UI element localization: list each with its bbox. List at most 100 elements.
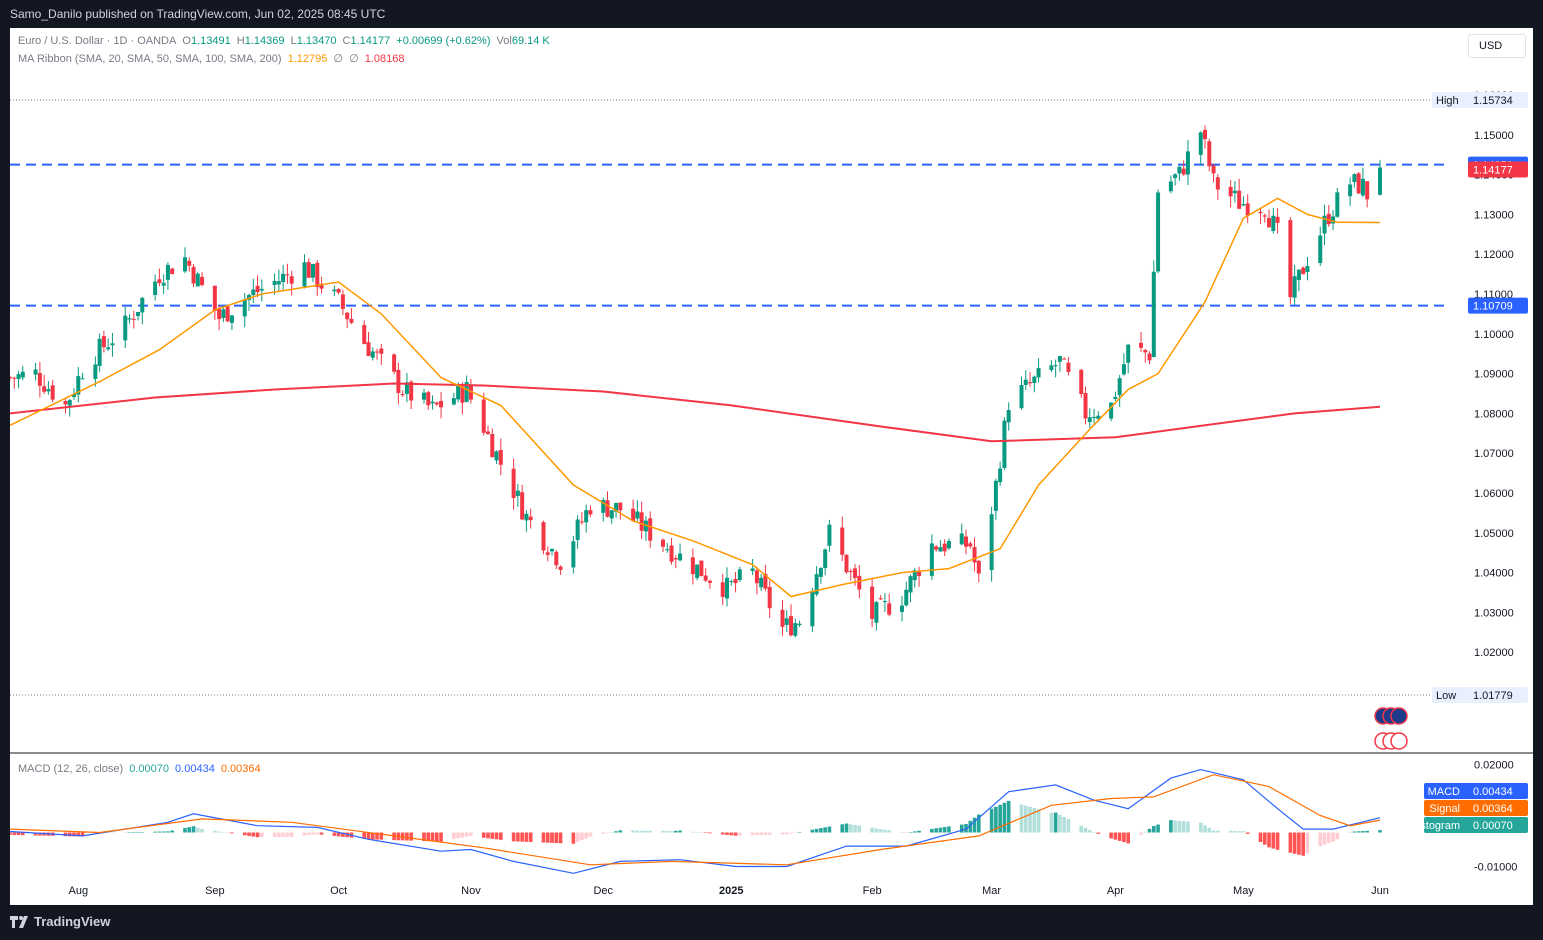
candle-body: [605, 500, 610, 517]
candle-body: [1117, 378, 1122, 396]
histogram-bar: [306, 832, 311, 836]
histogram-bar: [887, 830, 891, 833]
candle-body: [767, 587, 772, 609]
histogram-bar: [917, 830, 921, 833]
histogram-bar: [1275, 832, 1280, 850]
signal-tag-bg: [1424, 800, 1528, 816]
candle-body: [272, 280, 277, 286]
candle-body: [1019, 385, 1024, 409]
histogram-bar: [1049, 812, 1054, 833]
histogram-bar: [76, 832, 81, 837]
histogram-bar: [1058, 814, 1062, 833]
histogram-bar: [857, 825, 862, 833]
candle-body: [289, 276, 294, 284]
histogram-bar: [200, 828, 204, 833]
histogram-bar: [281, 832, 285, 837]
candle-body: [494, 451, 499, 461]
histogram-bar: [1181, 821, 1186, 833]
candle-body: [1318, 235, 1323, 263]
histogram-bar: [1126, 832, 1130, 844]
histogram-bar: [136, 832, 140, 833]
candle-body: [998, 468, 1003, 483]
candle-body: [827, 524, 832, 546]
histogram-bar: [1062, 816, 1066, 833]
candle-body: [579, 521, 584, 523]
candle-body: [899, 605, 904, 612]
candle-body: [793, 623, 798, 636]
candle-body: [1057, 356, 1062, 362]
candle-body: [1262, 215, 1267, 217]
signal-tag-value: 0.00364: [1473, 803, 1513, 815]
histogram-bar: [614, 831, 618, 833]
histogram-bar: [516, 832, 520, 842]
candle-body: [1232, 190, 1237, 194]
histogram-bar: [1267, 832, 1271, 848]
histogram-bar: [80, 832, 85, 837]
histogram-bar: [750, 832, 755, 836]
candle-body: [242, 299, 247, 317]
histogram-bar: [422, 832, 426, 842]
price-tick-label: 1.09000: [1474, 369, 1514, 381]
volume-value: 69.14 K: [511, 35, 550, 47]
candle-body: [460, 386, 465, 403]
candle-body: [392, 354, 397, 372]
candle-body: [165, 264, 170, 280]
histogram-bar: [1079, 825, 1084, 833]
histogram-bar: [490, 832, 495, 839]
tradingview-logo[interactable]: TradingView: [10, 914, 110, 929]
histogram-bar: [106, 832, 110, 833]
histogram-bar: [1237, 831, 1241, 833]
histogram-bar: [904, 832, 909, 833]
price-tick-label: 1.03000: [1474, 607, 1514, 619]
candle-body: [759, 577, 764, 588]
histogram-bar: [554, 832, 559, 844]
candle-body: [229, 315, 234, 323]
price-tick-label: 1.13000: [1474, 209, 1514, 221]
histogram-bar: [315, 832, 320, 835]
candle-body: [1138, 342, 1143, 348]
histogram-bar: [528, 832, 533, 843]
histogram-bar: [699, 832, 704, 833]
candle-body: [182, 257, 187, 272]
candle-body: [1356, 173, 1361, 194]
histogram-bar: [1109, 832, 1113, 839]
histogram-bar: [1028, 806, 1032, 833]
histogram-bar: [10, 832, 12, 835]
candle-body: [725, 577, 730, 599]
histogram-bar: [1198, 822, 1203, 833]
histogram-bar: [486, 832, 490, 839]
histogram-bar: [524, 832, 529, 842]
candle-body: [643, 520, 648, 532]
candle-body: [524, 513, 529, 521]
histogram-bar: [16, 832, 21, 836]
histogram-bar: [848, 824, 853, 833]
time-tick-label: Sep: [205, 885, 225, 897]
candle-body: [1322, 215, 1327, 234]
histogram-bar: [1117, 832, 1122, 841]
candle-body: [421, 392, 426, 400]
candle-body: [217, 309, 222, 320]
candle-body: [1087, 417, 1092, 423]
histogram-bar: [1173, 820, 1177, 833]
chart-frame[interactable]: 1.160001.150001.140001.130001.120001.110…: [10, 28, 1533, 905]
histogram-bar: [277, 832, 281, 837]
histogram-bar: [870, 827, 874, 833]
chart-canvas[interactable]: 1.160001.150001.140001.130001.120001.110…: [10, 28, 1533, 905]
histogram-bar: [1245, 832, 1250, 834]
candle-body: [200, 276, 205, 286]
last-price-tag: 1.14177: [1473, 165, 1513, 177]
histogram-bar: [708, 832, 712, 834]
candle-body: [545, 552, 550, 555]
macd-tick-label: -0.01000: [1474, 862, 1517, 874]
histogram-bar: [1113, 832, 1118, 840]
candle-body: [818, 568, 823, 577]
currency-selector[interactable]: USD: [1468, 34, 1526, 58]
histogram-bar: [247, 832, 251, 836]
histogram-bar: [285, 832, 290, 837]
histogram-tag-bg: [1424, 817, 1528, 833]
histogram-bar: [878, 829, 883, 833]
candle-body: [584, 510, 589, 523]
candle-body: [797, 623, 802, 626]
histogram-bar: [452, 832, 456, 840]
histogram-bar: [370, 832, 375, 840]
